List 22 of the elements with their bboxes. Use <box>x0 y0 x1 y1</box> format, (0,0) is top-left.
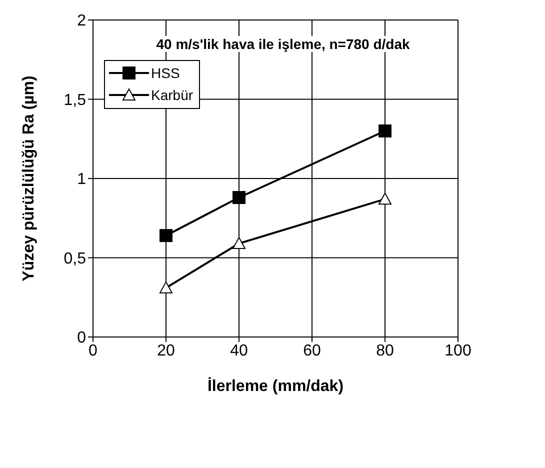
x-tick-label: 40 <box>230 342 248 360</box>
y-tick-label: 0,5 <box>64 250 86 268</box>
y-tick-label: 1 <box>77 171 86 188</box>
point <box>232 236 246 249</box>
point <box>160 229 172 242</box>
legend-label: HSS <box>151 65 180 81</box>
x-tick-label: 20 <box>157 342 175 360</box>
x-tick-label: 0 <box>88 342 98 360</box>
x-axis-title: İlerleme (mm/dak) <box>207 377 344 395</box>
x-tick-label: 60 <box>303 342 321 360</box>
x-tick-label: 100 <box>444 342 472 360</box>
point <box>378 124 392 138</box>
legend-label: Karbür <box>151 87 194 103</box>
y-axis-title: Yüzey pürüzlülüğü Ra (µm) <box>20 76 38 282</box>
point <box>160 281 172 294</box>
point <box>232 191 246 204</box>
point <box>378 192 392 205</box>
annotation: 40 m/s'lik hava ile işleme, n=780 d/dak <box>154 36 412 52</box>
y-tick-label: 2 <box>77 12 86 30</box>
x-tick-label: 80 <box>376 342 394 360</box>
y-tick-label: 1,5 <box>64 92 86 109</box>
y-tick-label: 0 <box>77 330 86 347</box>
